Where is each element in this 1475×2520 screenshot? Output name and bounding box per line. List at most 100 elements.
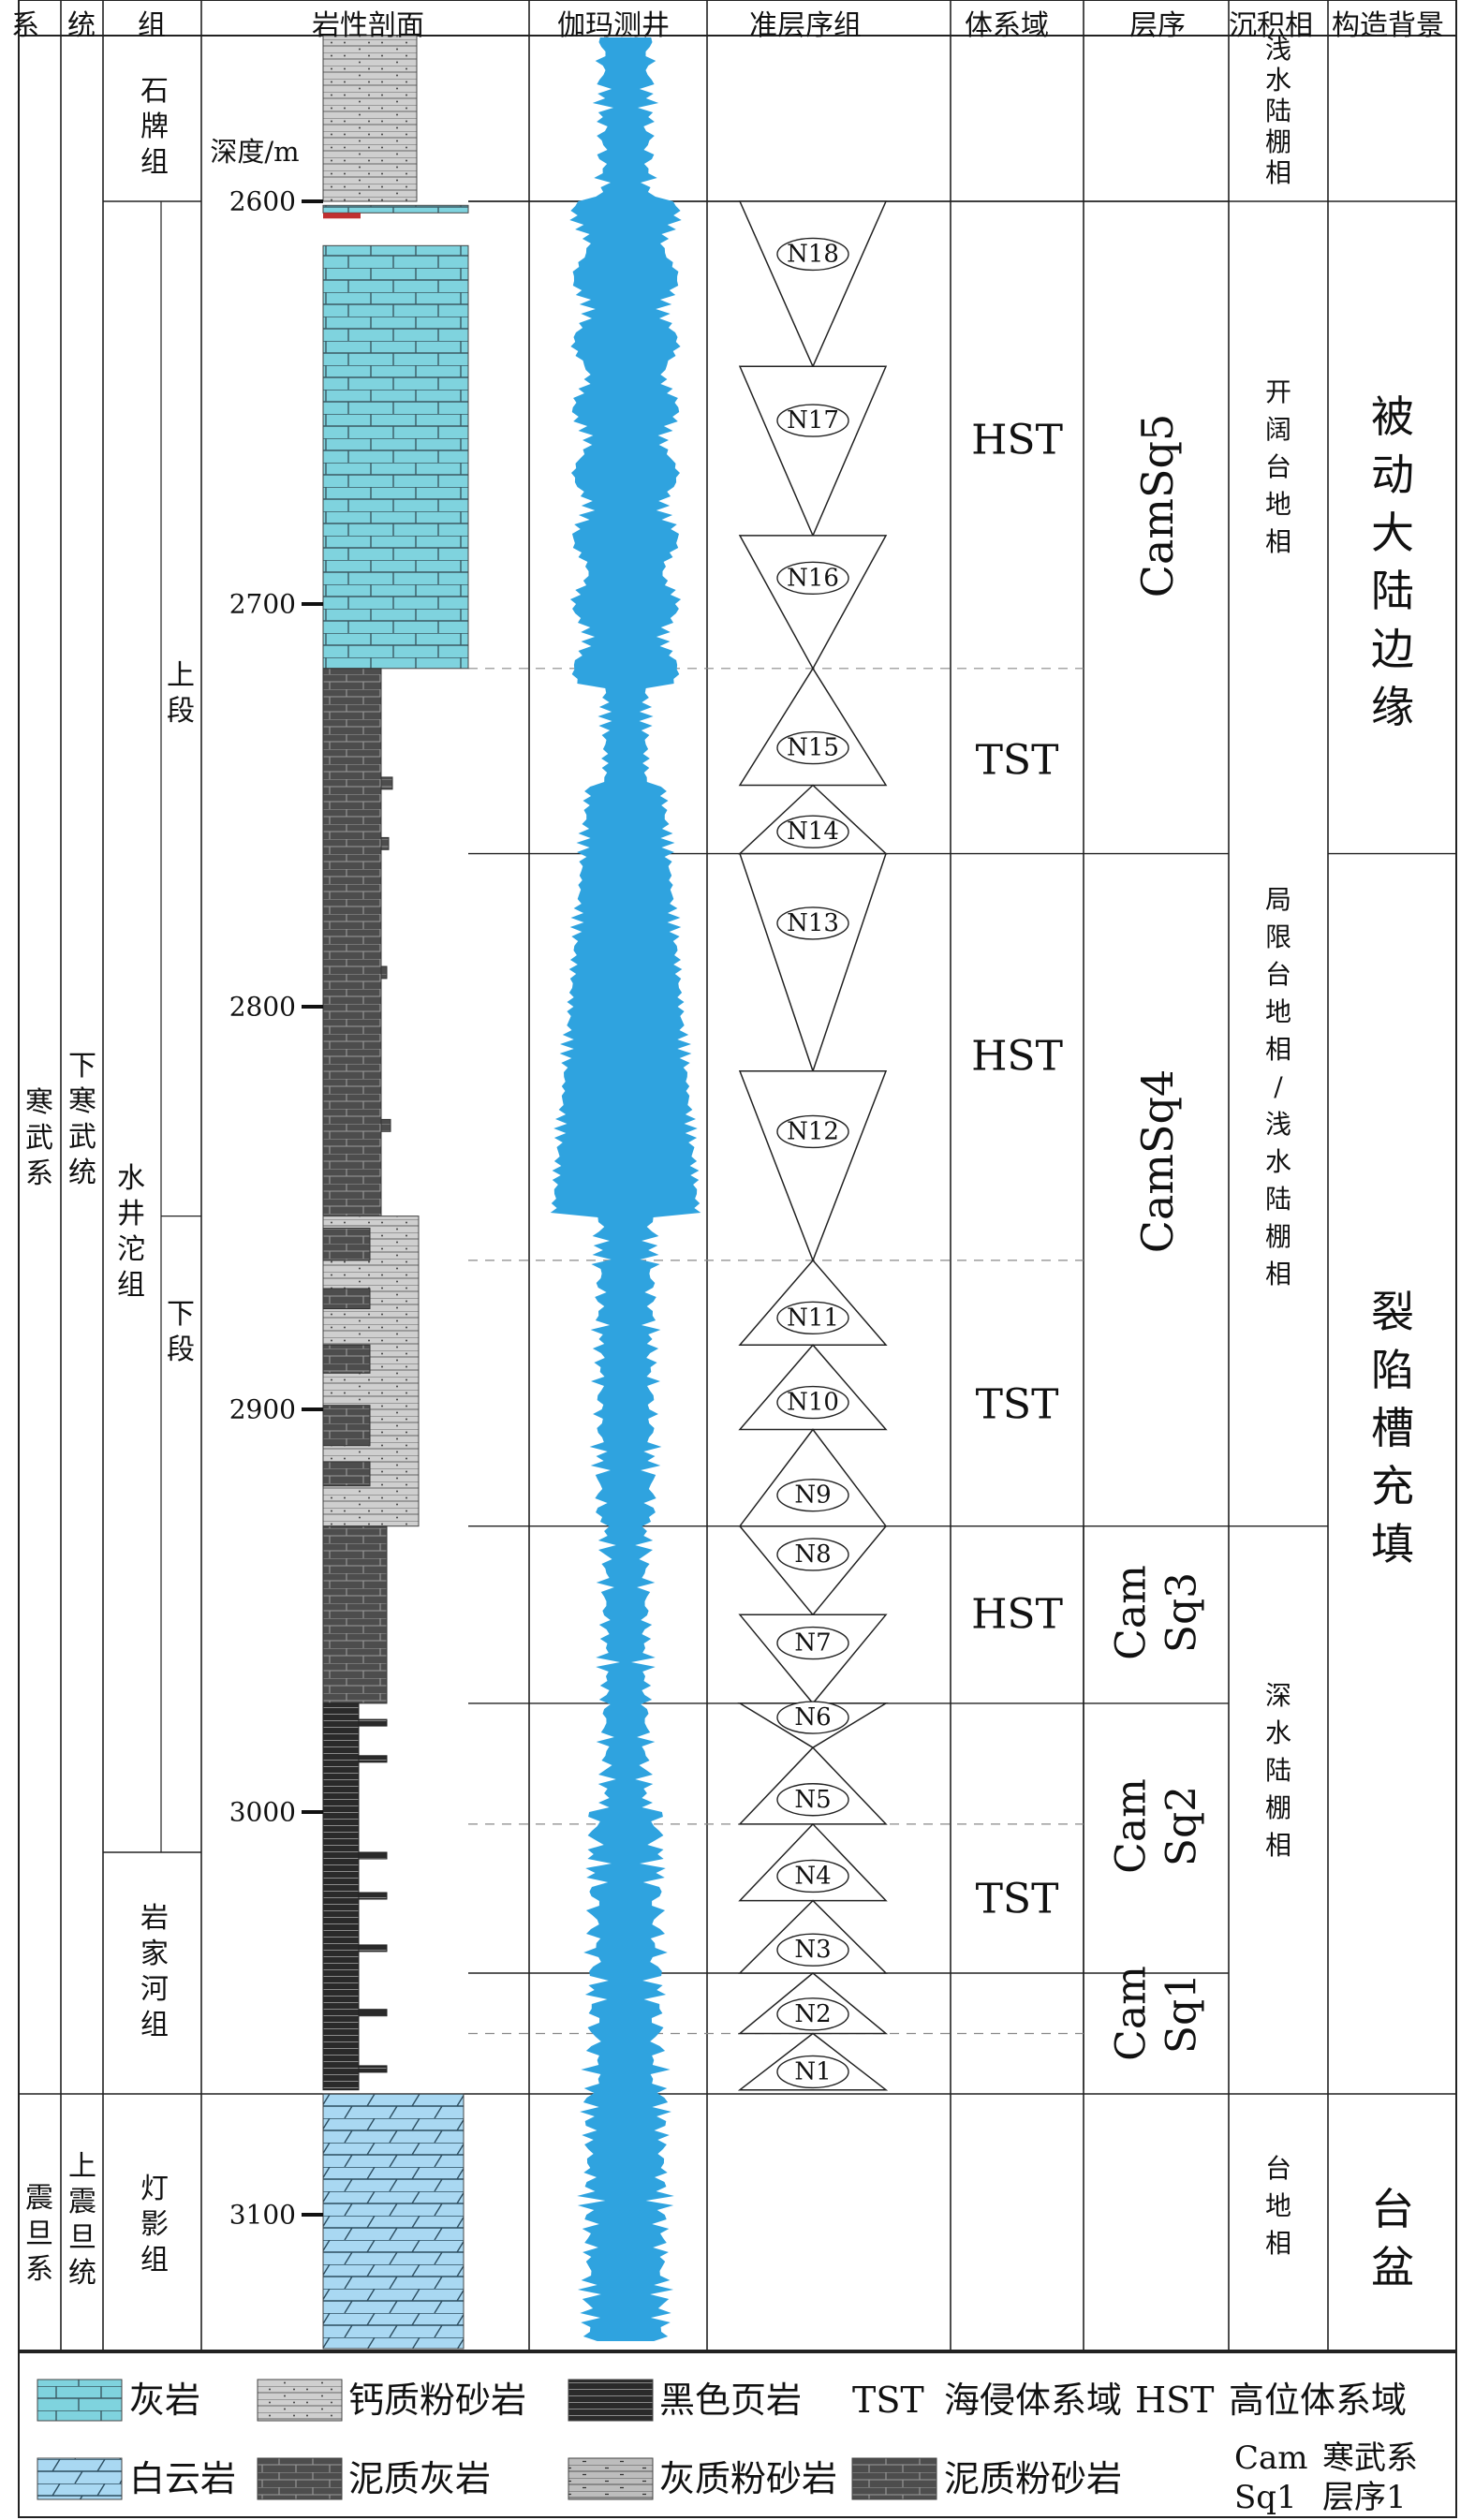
facies-platform: 台地相 xyxy=(1265,2153,1291,2259)
black-shale-bed xyxy=(322,1702,360,2091)
legend-argillaceous-siltstone-swatch xyxy=(851,2457,937,2500)
sequence-camsq3-a: Cam xyxy=(1108,1565,1156,1660)
parasequence-label-n18: N18 xyxy=(787,240,839,268)
member-lower: 下段 xyxy=(167,1298,195,1366)
systems-tract-4: HST xyxy=(971,1591,1063,1639)
formation-yanjiahe: 岩家河组 xyxy=(140,1902,169,2041)
parasequence-label-n13: N13 xyxy=(787,909,839,937)
legend-argillaceous-limestone: 泥质灰岩 xyxy=(348,2458,491,2499)
sequence-camsq2-a: Cam xyxy=(1108,1778,1156,1874)
limestone-bed xyxy=(322,244,469,670)
legend-cam-desc: 寒武系 xyxy=(1322,2439,1418,2477)
parasequence-label-n14: N14 xyxy=(787,818,839,846)
facies-shallow-shelf: 浅水陆棚相 xyxy=(1265,34,1291,188)
header-systems-tract: 体系域 xyxy=(965,9,1049,42)
legend-black-shale: 黑色页岩 xyxy=(659,2380,802,2421)
system-cambrian: 寒武系 xyxy=(25,1086,53,1190)
depth-tick-3100: 3100 xyxy=(229,2200,296,2231)
facies-restricted: 局限台地相/浅水陆棚相 xyxy=(1265,884,1291,1289)
parasequence-label-n16: N16 xyxy=(787,564,839,592)
parasequence-label-n17: N17 xyxy=(787,406,839,435)
header-tectonic: 构造背景 xyxy=(1332,9,1444,42)
header-facies: 沉积相 xyxy=(1229,9,1313,42)
sequence-camsq2-b: Sq2 xyxy=(1158,1786,1206,1866)
system-sinian: 震旦系 xyxy=(25,2182,53,2286)
parasequence-label-n12: N12 xyxy=(787,1117,839,1145)
parasequence-label-n2: N2 xyxy=(794,2000,831,2028)
parasequence-label-n9: N9 xyxy=(794,1481,831,1510)
dolomite-bed xyxy=(322,2093,465,2350)
systems-tract-0: HST xyxy=(971,417,1063,464)
parasequence-label-n10: N10 xyxy=(787,1389,839,1417)
depth-tick-3000: 3000 xyxy=(229,1797,296,1828)
header-series: 统 xyxy=(67,9,96,42)
shipai-siltstone-bed xyxy=(322,35,418,202)
sequence-camsq1-b: Sq1 xyxy=(1158,1973,1206,2054)
legend-argillaceous-siltstone: 泥质粉砂岩 xyxy=(944,2458,1122,2499)
header-system: 系 xyxy=(11,9,39,42)
sequence-camsq4: CamSq4 xyxy=(1132,1069,1183,1253)
tectonic-basin: 台盆 xyxy=(1371,2184,1414,2292)
facies-deep-shelf: 深水陆棚相 xyxy=(1265,1680,1291,1861)
parasequence-label-n5: N5 xyxy=(794,1786,831,1814)
legend-sq-desc: 层序1 xyxy=(1322,2479,1407,2516)
parasequence-n17 xyxy=(738,365,888,538)
sequence-camsq5: CamSq5 xyxy=(1132,414,1183,597)
legend-lime-siltstone: 灰质粉砂岩 xyxy=(659,2458,837,2499)
systems-tract-1: TST xyxy=(976,737,1059,785)
parasequence-n16 xyxy=(738,535,888,671)
depth-label: 深度/m xyxy=(210,136,299,168)
systems-tract-5: TST xyxy=(976,1876,1059,1923)
header-parasequence-set: 准层序组 xyxy=(749,9,862,42)
parasequence-label-n8: N8 xyxy=(794,1540,831,1569)
parasequence-n13 xyxy=(738,852,888,1074)
parasequence-n12 xyxy=(738,1070,888,1262)
parasequence-label-n4: N4 xyxy=(794,1862,831,1890)
legend-dolomite: 白云岩 xyxy=(129,2458,236,2499)
legend-sq-abbr: Sq1 xyxy=(1234,2479,1297,2516)
depth-tick-2600: 2600 xyxy=(229,186,296,217)
tectonic-rift-fill: 裂陷槽充填 xyxy=(1371,1287,1414,1569)
legend-hst-desc: 高位体系域 xyxy=(1229,2380,1407,2421)
legend-calc-siltstone-swatch xyxy=(257,2379,343,2422)
series-upper-sinian: 上震旦统 xyxy=(68,2150,96,2290)
formation-shuijingtuo: 水井沱组 xyxy=(117,1162,145,1302)
legend-tst-desc: 海侵体系域 xyxy=(944,2380,1122,2421)
parasequence-label-n15: N15 xyxy=(787,734,839,762)
legend-hst-abbr: HST xyxy=(1135,2380,1215,2421)
legend-calc-siltstone: 钙质粉砂岩 xyxy=(348,2380,526,2421)
sequence-camsq1-a: Cam xyxy=(1108,1966,1156,2061)
parasequence-label-n11: N11 xyxy=(787,1304,839,1332)
header-lithology: 岩性剖面 xyxy=(312,9,424,42)
systems-tract-3: TST xyxy=(976,1381,1059,1429)
legend-argillaceous-limestone-swatch xyxy=(257,2457,343,2500)
legend-limestone-swatch xyxy=(37,2379,123,2422)
depth-tick-2800: 2800 xyxy=(229,992,296,1023)
legend-cam-abbr: Cam xyxy=(1234,2439,1308,2477)
parasequence-label-n1: N1 xyxy=(794,2057,831,2085)
parasequence-label-n7: N7 xyxy=(794,1629,831,1658)
legend-tst-abbr: TST xyxy=(852,2380,924,2421)
formation-dengying: 灯影组 xyxy=(140,2173,169,2277)
header-formation: 组 xyxy=(138,9,166,42)
tectonic-passive-margin: 被动大陆边缘 xyxy=(1371,391,1414,732)
parasequence-label-n6: N6 xyxy=(794,1703,831,1732)
facies-open-platform: 开阔台地相 xyxy=(1265,376,1291,557)
header-gamma-log: 伽玛测井 xyxy=(557,9,670,42)
legend-black-shale-swatch xyxy=(568,2379,654,2422)
depth-tick-2700: 2700 xyxy=(229,589,296,620)
systems-tract-2: HST xyxy=(971,1033,1063,1081)
parasequence-n18 xyxy=(738,200,888,369)
sequence-camsq3-b: Sq3 xyxy=(1158,1572,1206,1653)
legend-limestone: 灰岩 xyxy=(129,2380,200,2421)
argillaceous-limestone-bed xyxy=(322,668,382,1217)
member-upper: 上段 xyxy=(167,659,195,728)
header-sequence: 层序 xyxy=(1129,9,1186,42)
parasequence-label-n3: N3 xyxy=(794,1936,831,1964)
legend-dolomite-swatch xyxy=(37,2457,123,2500)
depth-tick-2900: 2900 xyxy=(229,1394,296,1425)
formation-shipai: 石牌组 xyxy=(140,75,169,179)
series-lower-cambrian: 下寒武统 xyxy=(68,1050,96,1189)
